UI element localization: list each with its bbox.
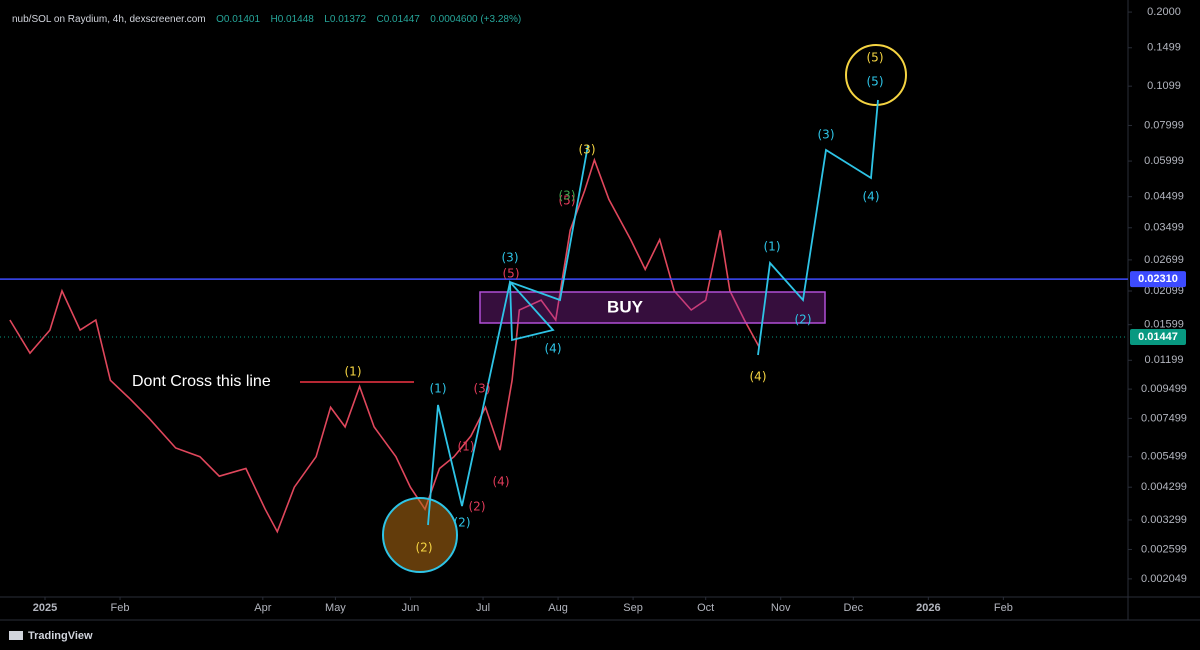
y-tick-label: 0.01599 (1144, 319, 1184, 331)
circle (845, 44, 907, 106)
wave-label: (3) (818, 128, 835, 142)
price-tag (1130, 271, 1186, 288)
x-tick-label: 2026 (916, 602, 940, 614)
x-tick-label: Feb (994, 602, 1013, 614)
wave-label: (3) (502, 251, 519, 265)
wave-label: (2) (454, 516, 471, 530)
wave-label: (5) (867, 51, 884, 65)
x-tick-label: Nov (771, 602, 791, 614)
y-tick-label: 0.002049 (1141, 573, 1187, 585)
wave-label: (1) (430, 382, 447, 396)
wave-label: (2) (795, 313, 812, 327)
y-tick-label: 0.03499 (1144, 222, 1184, 234)
y-tick-label: 0.04499 (1144, 191, 1184, 203)
y-tick-label: 0.01199 (1145, 354, 1184, 366)
ohlc: H0.01448 (270, 14, 314, 25)
x-tick-label: Apr (254, 602, 271, 614)
wave-label: (4) (750, 370, 767, 384)
x-tick-label: Jun (402, 602, 420, 614)
wave-label: (2) (469, 500, 486, 514)
brand: TradingView (28, 630, 93, 642)
brand-logo (9, 631, 23, 640)
y-tick-label: 0.003299 (1141, 514, 1187, 526)
wave-label: (4) (545, 342, 562, 356)
wave-label: (2) (416, 541, 433, 555)
price-tag (1130, 329, 1186, 346)
header: nub/SOL on Raydium, 4h, dexscreener.com … (12, 10, 521, 27)
annotation: Dont Cross this line (132, 373, 271, 390)
y-tick-label: 0.1099 (1147, 80, 1181, 92)
wave-label: (3) (579, 143, 596, 157)
wave-label: (4) (493, 475, 510, 489)
wave-label: (5) (503, 267, 520, 281)
price-tag-label: 0.01447 (1138, 331, 1178, 343)
wave-label: (1) (764, 240, 781, 254)
wave-label: (4) (863, 190, 880, 204)
ohlc: L0.01372 (324, 14, 366, 25)
y-tick-label: 0.02699 (1144, 254, 1184, 266)
y-tick-label: 0.1499 (1147, 42, 1181, 54)
x-tick-label: Aug (548, 602, 568, 614)
ohlc: O0.01401 (216, 14, 260, 25)
y-tick-label: 0.05999 (1144, 155, 1184, 167)
x-tick-label: 2025 (33, 602, 57, 614)
y-tick-label: 0.07999 (1144, 119, 1184, 131)
x-tick-label: Jul (476, 602, 490, 614)
y-tick-label: 0.009499 (1141, 383, 1187, 395)
x-tick-label: Dec (844, 602, 864, 614)
buy-label: BUY (607, 297, 644, 316)
symbol: nub/SOL on Raydium, 4h, dexscreener.com (12, 14, 206, 25)
ohlc: C0.01447 (376, 14, 420, 25)
wave-label: (3) (559, 189, 576, 203)
y-tick-label: 0.2000 (1147, 6, 1181, 18)
price-tag-label: 0.02310 (1138, 273, 1178, 285)
wave-label: (1) (458, 440, 475, 454)
x-tick-label: Oct (697, 602, 714, 614)
wave-label: (1) (345, 365, 362, 379)
wave-path (427, 144, 589, 526)
circle (382, 497, 458, 573)
y-tick-label: 0.02099 (1144, 285, 1184, 297)
change: 0.0004600 (+3.28%) (430, 14, 521, 25)
buy-zone (479, 291, 826, 324)
wave-label: (3) (474, 382, 491, 396)
y-tick-label: 0.007499 (1141, 412, 1187, 424)
x-tick-label: Feb (111, 602, 130, 614)
wave-label: (5) (867, 75, 884, 89)
x-tick-label: May (325, 602, 346, 614)
wave-label: (5) (559, 194, 576, 208)
wave-path (757, 99, 879, 356)
y-tick-label: 0.002599 (1141, 543, 1187, 555)
y-tick-label: 0.005499 (1141, 451, 1187, 463)
x-tick-label: Sep (623, 602, 643, 614)
y-tick-label: 0.004299 (1141, 481, 1187, 493)
